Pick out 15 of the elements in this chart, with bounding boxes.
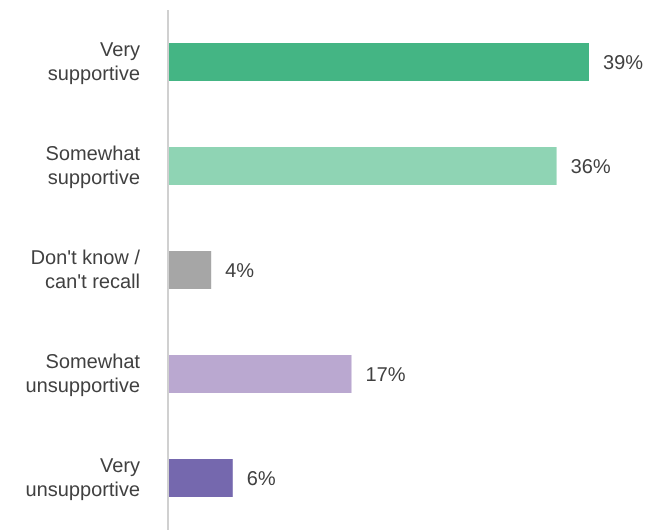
bar — [168, 355, 352, 393]
y-tick-label: Very supportive — [48, 39, 140, 85]
bar — [168, 459, 233, 497]
y-tick-label: Don't know / can't recall — [30, 247, 140, 293]
y-tick-label: Somewhat supportive — [46, 143, 140, 189]
data-label: 36% — [570, 156, 611, 178]
data-label: 17% — [366, 364, 406, 386]
bar — [168, 43, 589, 81]
y-tick-label: Very unsupportive — [25, 455, 140, 501]
data-label: 4% — [225, 260, 254, 282]
data-label: 39% — [603, 52, 644, 74]
data-label: 6% — [246, 468, 276, 490]
bar — [168, 251, 212, 289]
bar — [168, 147, 557, 185]
y-tick-label: Somewhat unsupportive — [25, 351, 140, 397]
